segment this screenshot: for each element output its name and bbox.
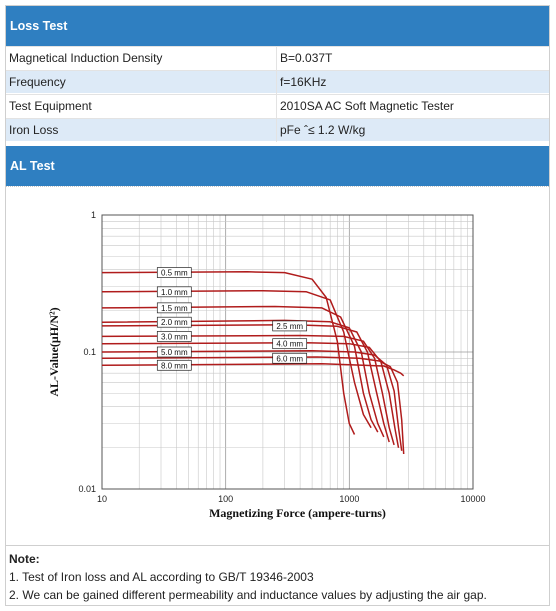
series-line [101, 334, 395, 446]
series-label: 1.0 mm [161, 288, 188, 297]
al-chart-area: 10 100 1000 10000 0.01 0.1 1 Magnetizing Force … [6, 186, 549, 550]
series-label: 0.5 mm [161, 269, 188, 278]
spec-value: f=16KHz [276, 71, 326, 94]
note-item: 2. We can be gained different permeabili… [9, 588, 487, 602]
series-label: 3.0 mm [161, 332, 188, 341]
spec-value: B=0.037T [276, 47, 332, 70]
series-line [101, 289, 372, 429]
spec-label: Magnetical Induction Density [9, 51, 163, 65]
series-label-box [156, 267, 192, 278]
series-label-box [156, 359, 192, 371]
y-tick-label: 0.1 [83, 347, 96, 357]
y-tick-label: 1 [91, 210, 96, 220]
series-label: 1.5 mm [161, 304, 188, 313]
x-tick-label: 100 [218, 494, 233, 504]
series-line [101, 363, 405, 377]
series-line [101, 305, 379, 433]
series-label: 6.0 mm [276, 354, 303, 363]
x-tick-label: 10 [97, 494, 107, 504]
spec-value: pFe ˆ≤ 1.2 W/kg [276, 119, 365, 142]
y-axis-label: AL-Value(μH/N²) [47, 307, 61, 396]
x-tick-label: 1000 [339, 494, 359, 504]
spec-value: 2010SA AC Soft Magnetic Tester [276, 95, 454, 118]
x-axis-label: Magnetizing Force (ampere-turns) [209, 506, 386, 520]
series-label-box [156, 316, 192, 328]
series-label: 5.0 mm [161, 348, 188, 357]
series-label: 2.0 mm [161, 318, 188, 327]
spec-row-frequency: Frequency f=16KHz [6, 70, 549, 94]
spec-label: Frequency [9, 75, 66, 89]
series-line [101, 271, 356, 435]
series-label-box [272, 352, 308, 364]
notes-title: Note: [9, 552, 40, 566]
series-label: 8.0 mm [161, 361, 188, 370]
note-item: 1. Test of Iron loss and AL according to… [9, 570, 314, 584]
series-line [101, 356, 405, 455]
series-label: 4.0 mm [276, 340, 303, 349]
spec-label: Iron Loss [9, 123, 59, 137]
spec-panel: Loss Test Magnetical Induction Density B… [5, 5, 550, 606]
series-label: 2.5 mm [276, 322, 303, 331]
al-test-header: AL Test [6, 146, 549, 186]
series-label-box [156, 346, 192, 358]
spec-label: Test Equipment [9, 99, 92, 113]
notes-section: Note: 1. Test of Iron loss and AL accord… [6, 545, 549, 605]
loss-test-header: Loss Test [6, 6, 549, 46]
spec-row-equipment: Test Equipment 2010SA AC Soft Magnetic T… [6, 94, 549, 118]
series-label-box [156, 331, 192, 342]
series-label-box [156, 302, 192, 314]
al-chart: 10 100 1000 10000 0.01 0.1 1 Magnetizing Force … [47, 210, 486, 520]
series-label-box [272, 320, 308, 332]
series-label-box [272, 338, 308, 350]
spec-row-iron-loss: Iron Loss pFe ˆ≤ 1.2 W/kg [6, 118, 549, 142]
spec-row-induction: Magnetical Induction Density B=0.037T [6, 46, 549, 70]
series-line [101, 350, 403, 451]
y-tick-label: 0.01 [78, 484, 96, 494]
series-label-box [156, 286, 192, 298]
x-tick-label: 10000 [460, 494, 485, 504]
